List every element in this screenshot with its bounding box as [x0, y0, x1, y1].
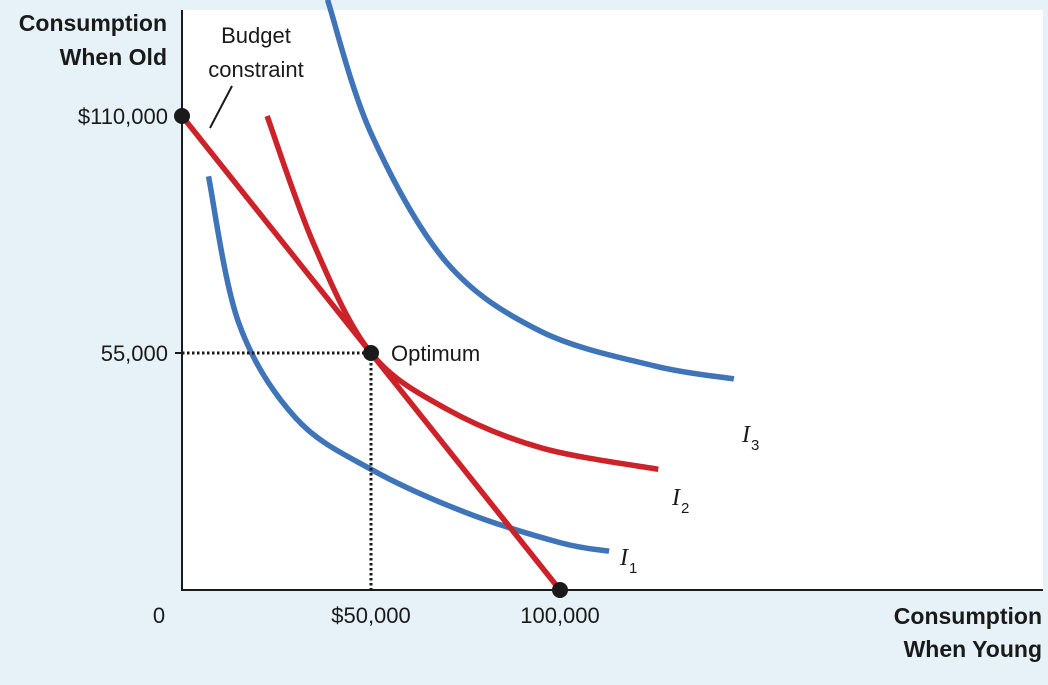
- budget-constraint-label-line1: Budget: [221, 23, 291, 48]
- curve-label-subscript-1: 1: [629, 560, 637, 577]
- curve-label-subscript-3: 3: [751, 437, 759, 454]
- y-tick-label-0: $110,000: [78, 104, 168, 129]
- x-tick-label-0: 0: [153, 603, 165, 628]
- curve-label-i1: I: [619, 545, 629, 571]
- curve-label-i2: I: [671, 485, 681, 511]
- optimum-label: Optimum: [391, 341, 480, 366]
- budget-constraint-pointer: [209, 85, 233, 129]
- x-tick-label-1: $50,000: [331, 603, 411, 628]
- x-tick-label-2: 100,000: [520, 603, 600, 628]
- y-axis-title-line2: When Old: [60, 44, 167, 70]
- marked-point-2: [552, 582, 568, 598]
- marked-point-1: [363, 345, 379, 361]
- indifference-curve-i2: [264, 115, 659, 473]
- x-axis-title-line2: When Young: [904, 636, 1042, 662]
- indifference-curve-i1: [205, 175, 610, 554]
- curve-label-subscript-2: 2: [681, 500, 689, 517]
- y-axis-title-line1: Consumption: [19, 10, 167, 36]
- plot-area: [182, 10, 1043, 590]
- indifference-curve-i3: [324, 0, 735, 382]
- y-tick-label-1: 55,000: [101, 341, 168, 366]
- budget-constraint-label-line2: constraint: [208, 57, 303, 82]
- curve-label-i3: I: [741, 422, 751, 448]
- x-axis-title-line1: Consumption: [894, 603, 1042, 629]
